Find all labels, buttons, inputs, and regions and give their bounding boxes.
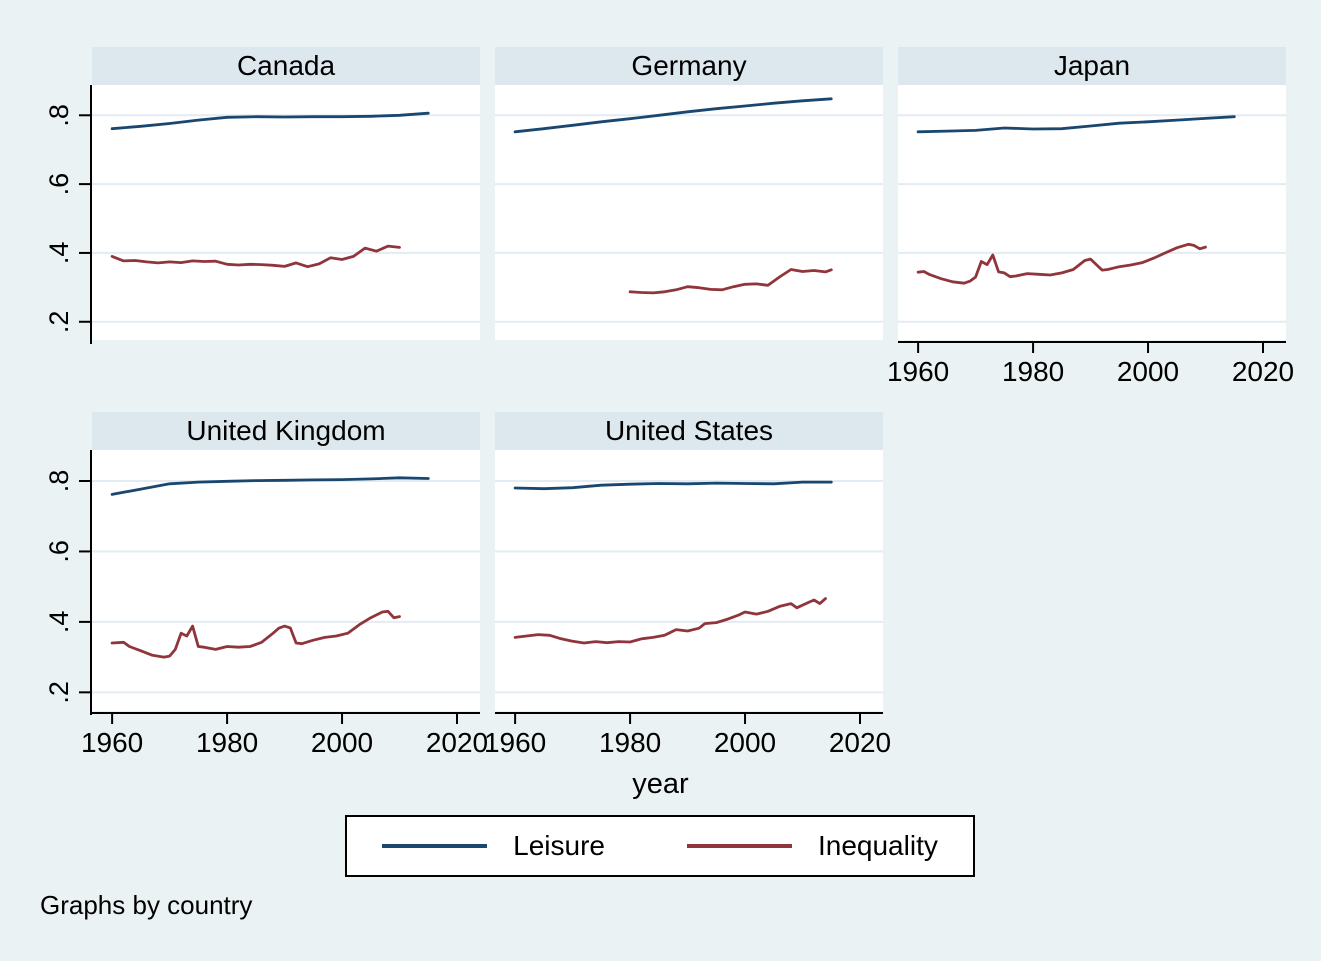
panel-strip-united-states: United States [495,412,883,450]
gridlines [92,479,480,694]
x-tick-label: 2000 [714,727,776,758]
plot-united-kingdom: .2 .4 .6 .8 1960 1980 2000 2020 [44,450,488,758]
gridlines [898,114,1286,323]
panel-title: Canada [236,50,336,81]
y-axis: .2 .4 .6 .8 [44,450,92,715]
y-tick-label: .2 [44,311,74,334]
leisure-line [916,115,1236,134]
x-axis: 1960 1980 2000 2020 [484,712,891,758]
y-tick-label: .8 [44,104,74,127]
legend-label-inequality: Inequality [817,830,938,861]
gridlines [495,479,883,694]
x-tick-label: 1980 [599,727,661,758]
gridlines [92,114,480,323]
x-tick-label: 1980 [196,727,258,758]
leisure-line-sample [382,844,488,848]
x-tick-label: 1960 [484,727,546,758]
panel-title: Germany [631,50,747,81]
panel-strip-japan: Japan [898,47,1286,85]
legend-label-leisure: Leisure [513,830,605,861]
inequality-line [916,242,1207,285]
inequality-line-sample [686,844,792,848]
panel-title: United Kingdom [186,415,386,446]
leisure-line [513,480,833,491]
plot-canada: .2 .4 .6 .8 [44,85,480,344]
legend-box: Leisure Inequality [345,815,975,877]
y-tick-label: .4 [44,611,74,634]
gridlines [495,114,883,323]
x-tick-label: 1960 [887,356,949,387]
x-tick-label: 2020 [426,727,488,758]
y-tick-label: .4 [44,242,74,265]
x-tick-label: 2020 [1232,356,1294,387]
plot-japan: 1960 1980 2000 2020 [887,85,1294,387]
y-tick-label: .2 [44,681,74,704]
panel-title: Japan [1053,50,1131,81]
leisure-line [110,111,430,131]
x-tick-label: 1980 [1002,356,1064,387]
plot-united-states: 1960 1980 2000 2020 [484,450,891,758]
y-axis: .2 .4 .6 .8 [44,85,92,344]
x-axis-title: year [632,768,689,800]
inequality-line [110,609,401,659]
x-tick-label: 2020 [829,727,891,758]
graph-caption: Graphs by country [40,890,253,920]
panel-strip-germany: Germany [495,47,883,85]
inequality-line [513,597,827,645]
inequality-line [110,244,401,269]
leisure-line [110,476,430,496]
leisure-line [513,97,833,134]
legend-item-inequality: Inequality [686,830,938,861]
x-axis: 1960 1980 2000 2020 [81,712,488,758]
x-tick-label: 1960 [81,727,143,758]
legend-item-leisure: Leisure [382,832,605,860]
x-axis: 1960 1980 2000 2020 [887,341,1294,387]
y-tick-label: .6 [44,540,74,563]
inequality-line [628,268,833,295]
panel-strip-united-kingdom: United Kingdom [92,412,480,450]
x-tick-label: 2000 [311,727,373,758]
y-tick-label: .6 [44,173,74,196]
panel-title: United States [604,415,774,446]
y-tick-label: .8 [44,470,74,493]
x-tick-label: 2000 [1117,356,1179,387]
plot-germany [495,85,883,340]
panel-strip-canada: Canada [92,47,480,85]
